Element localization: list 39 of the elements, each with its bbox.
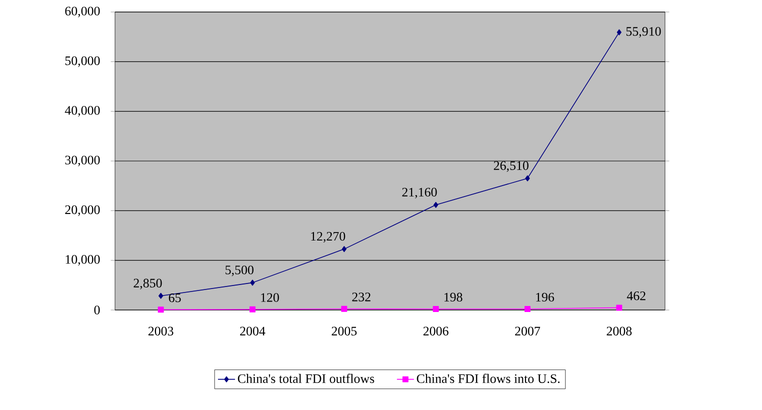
x-tick-label: 2003 xyxy=(148,326,174,336)
data-label: 120 xyxy=(261,293,279,302)
data-label: 55,910 xyxy=(626,27,661,38)
point xyxy=(524,306,530,312)
data-label: 5,500 xyxy=(226,266,254,276)
legend-label: China's total FDI outflows xyxy=(238,374,374,384)
data-label: 65 xyxy=(168,293,181,302)
point xyxy=(250,280,255,286)
point xyxy=(433,202,438,208)
x-tick-label: 2004 xyxy=(240,326,266,336)
data-label: 26,510 xyxy=(494,161,528,172)
point xyxy=(158,292,164,299)
point xyxy=(616,29,622,36)
point xyxy=(342,246,347,252)
legend-label: China's FDI flows into U.S. xyxy=(416,374,560,384)
point xyxy=(432,306,439,312)
x-tick-label: 2006 xyxy=(423,326,448,336)
data-label: 232 xyxy=(352,292,370,302)
y-tick-label: 60,000 xyxy=(65,6,100,18)
data-label: 462 xyxy=(626,291,646,300)
data-label: 2,850 xyxy=(134,278,162,290)
y-tick-label: 50,000 xyxy=(65,56,100,67)
x-tick-label: 2008 xyxy=(606,326,632,336)
point xyxy=(616,304,622,311)
data-label: 21,160 xyxy=(402,188,437,198)
y-tick-label: 10,000 xyxy=(66,255,100,266)
y-tick-label: 30,000 xyxy=(65,156,100,166)
data-label: 12,270 xyxy=(311,232,346,243)
data-label: 196 xyxy=(536,292,554,302)
point xyxy=(250,306,256,312)
point xyxy=(525,175,530,182)
x-tick-label: 2007 xyxy=(515,326,540,336)
point xyxy=(341,306,348,312)
y-tick-label: 0 xyxy=(94,306,100,314)
y-tick-label: 20,000 xyxy=(65,205,100,216)
y-tick-label: 40,000 xyxy=(64,106,100,117)
data-label: 198 xyxy=(444,292,462,302)
x-tick-label: 2005 xyxy=(332,326,357,336)
point xyxy=(158,306,164,313)
